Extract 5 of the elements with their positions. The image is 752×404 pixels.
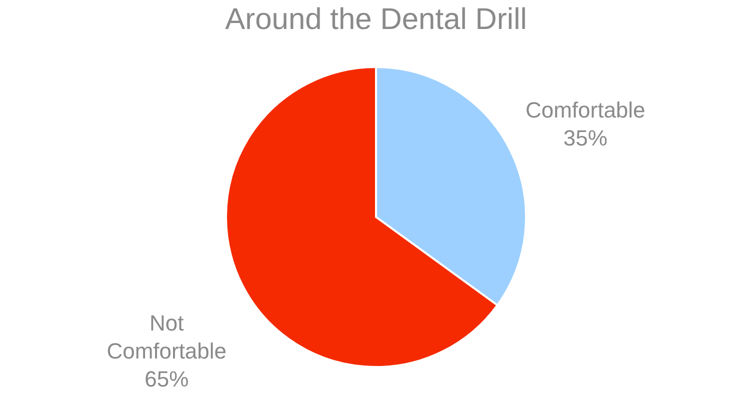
data-label: 35% xyxy=(563,125,608,150)
slice-label: Comfortable xyxy=(525,97,646,122)
chart-title: Around the Dental Drill xyxy=(225,3,527,36)
slice-label: Not Comfortable xyxy=(106,310,227,364)
data-label: 65% xyxy=(144,366,189,392)
